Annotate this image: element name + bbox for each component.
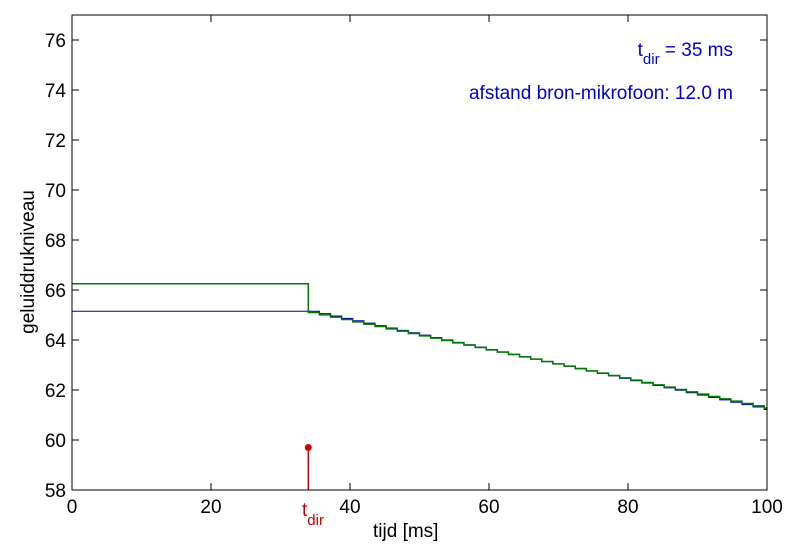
y-axis-label: geluiddrukniveau <box>18 190 39 334</box>
y-tick-label: 68 <box>45 231 66 252</box>
tick-layer: 0 20 40 60 80 100 58 60 62 64 66 68 70 72 74 76 <box>45 15 783 518</box>
x-tick-label: 100 <box>751 497 783 518</box>
y-tick-label: 76 <box>45 31 66 52</box>
y-tick-label: 60 <box>45 431 66 452</box>
y-tick-label: 72 <box>45 131 66 152</box>
series-line-2 <box>72 283 768 409</box>
annotation-distance: afstand bron-mikrofoon: 12.0 m <box>469 83 733 104</box>
marker-label-main: t <box>302 500 308 521</box>
x-tick-label: 0 <box>67 497 78 518</box>
annotation-tdir-value: = 35 ms <box>660 40 733 61</box>
annotation-tdir: tdir = 35 ms <box>638 40 733 68</box>
series-line-1 <box>72 310 768 410</box>
y-tick-label: 66 <box>45 281 66 302</box>
marker-label: tdir <box>302 500 324 529</box>
y-tick-label: 64 <box>45 331 67 352</box>
x-tick-label: 40 <box>339 497 360 518</box>
marker-layer <box>304 444 312 490</box>
annotation-tdir-sub: dir <box>643 51 660 68</box>
x-axis-label: tijd [ms] <box>373 521 438 542</box>
x-tick-label: 20 <box>200 497 221 518</box>
y-tick-label: 62 <box>45 381 66 402</box>
annotation-tdir-main: t <box>638 40 644 61</box>
y-tick-label: 74 <box>45 81 67 102</box>
tdir-stem-dot <box>304 444 312 451</box>
x-tick-label: 60 <box>478 497 499 518</box>
plot-frame <box>71 14 768 491</box>
series-layer <box>72 283 768 410</box>
y-tick-label: 58 <box>45 481 66 502</box>
marker-label-sub: dir <box>307 512 324 529</box>
y-tick-label: 70 <box>45 181 66 202</box>
x-tick-label: 80 <box>617 497 638 518</box>
